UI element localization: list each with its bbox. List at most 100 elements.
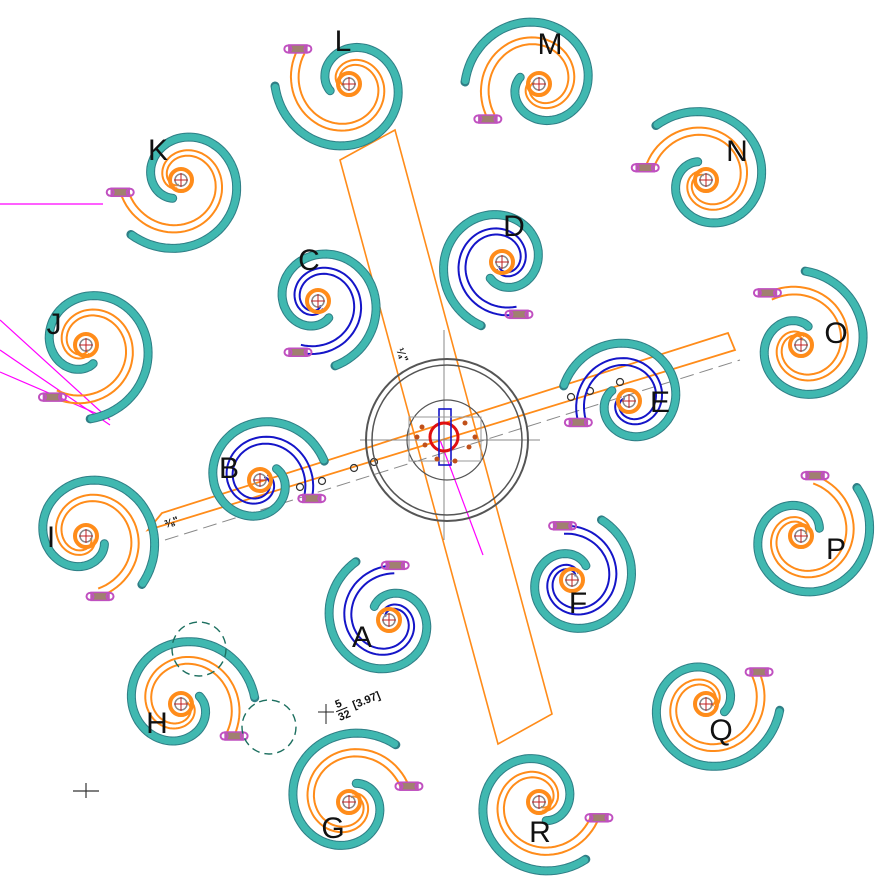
clamp-connector [42,392,63,402]
clamp-bolt [57,392,67,402]
clamp-bolt [800,471,810,481]
inner-scroll-a[interactable] [324,557,432,674]
scroll-rail-inner [150,662,233,733]
clamp-connector [552,521,573,531]
inner-scroll-b[interactable] [208,417,329,521]
scroll-rail-outer [669,671,766,752]
scroll-label-r: R [529,816,551,849]
dimension-side: ⅜" [163,515,181,531]
central-hub[interactable] [365,358,529,522]
scroll-boss-icon [788,332,814,358]
outer-scroll-m[interactable] [460,17,593,126]
scroll-label-c: C [298,244,320,277]
clamp-bolt [303,347,313,357]
guide-line [439,439,484,556]
clamp-bolt [583,417,593,427]
clamp-bolt [524,309,534,319]
scroll-rail-outer [289,48,386,132]
scroll-label-l: L [335,25,352,58]
rope-trim-texture [754,484,874,596]
clamp-connector [288,347,308,357]
guide-line [0,349,111,426]
inner-scroll-c[interactable] [277,249,381,371]
outer-scroll-h[interactable] [126,637,260,746]
scroll-boss-icon [247,467,273,493]
clamp-bolt [630,163,640,173]
long-frame-rect [339,128,553,746]
scroll-label-i: I [47,521,55,554]
inner-scroll-f[interactable] [530,515,637,633]
rope-trim-texture [209,418,328,520]
rope-trim-texture [760,267,867,398]
outer-scroll-o[interactable] [752,266,868,399]
rope-trim-texture [127,638,259,745]
scroll-rail-inner [297,53,380,125]
hub-bracket [408,416,482,462]
scroll-boss-icon [693,167,719,193]
outer-scroll-i[interactable] [38,475,160,602]
inner-scroll-e[interactable] [559,338,681,442]
clamp-bolt [820,471,830,481]
rope-trim-texture [531,516,636,632]
clamp-connector [478,114,498,124]
rope-trim-texture [461,18,592,125]
hub-core-ring [406,399,488,481]
clamp-bolt [394,781,404,791]
clamp-bolt [764,667,774,677]
guide-line [0,319,111,421]
clamp-bolt [105,591,115,601]
clamp-bolt [414,781,424,791]
scroll-label-g: G [321,812,344,845]
scroll-rail-inner [675,675,758,746]
dimension-arm: ¼" [393,346,410,364]
scroll-rail-outer [52,308,134,405]
rope-trim-texture [289,729,400,849]
bolt-hole-icon [349,463,359,473]
clamp-connector [509,309,529,320]
clamp-connector [749,667,769,677]
outer-scroll-j[interactable] [37,291,153,424]
outer-scroll-n[interactable] [630,107,767,228]
bolt-hole-icon [295,482,305,492]
outer-scroll-l[interactable] [270,42,403,151]
outer-scroll-p[interactable] [753,470,875,597]
scroll-rail-inner [775,482,848,572]
clamp-bolt [380,560,390,570]
clamp-connector [635,162,655,173]
inner-scroll-d[interactable] [439,210,543,331]
outer-scroll-r[interactable] [478,754,614,876]
bolt-hole-icon [566,392,576,402]
outer-scroll-q[interactable] [651,662,785,771]
clamp-bolt [548,521,558,531]
rope-trim-texture [440,211,542,330]
clamp-bolt [37,392,47,402]
rope-trim-texture [271,43,402,150]
clamp-bolt [584,813,594,823]
dim-arm-fraction: ¼" [393,346,410,364]
clamp-connector [224,731,244,741]
scrolls-layer [37,17,875,876]
scroll-boss-icon [693,691,719,717]
scroll-boss-icon [336,71,362,97]
scroll-label-p: P [826,533,846,566]
clamp-bolt [283,44,293,54]
outer-scroll-g[interactable] [288,728,424,850]
clamp-bolt [772,288,782,298]
outer-scroll-k[interactable] [105,132,242,253]
scroll-boss-icon [168,167,194,193]
hub-red-bore-icon [428,421,460,453]
scroll-boss-icon [616,388,642,414]
scroll-rail-inner [771,293,842,376]
scroll-boss-icon [305,288,331,314]
clamp-bolt [303,44,313,54]
scroll-rail-outer [575,357,663,426]
clamp-connector [589,813,609,823]
clamp-connector [110,187,130,198]
scroll-rail-inner [56,314,127,397]
scroll-rail-outer [644,126,748,211]
scroll-boss-icon [489,249,515,275]
scroll-rail-outer [769,474,855,579]
clamp-connector [568,417,589,428]
clamp-connector [805,470,825,481]
